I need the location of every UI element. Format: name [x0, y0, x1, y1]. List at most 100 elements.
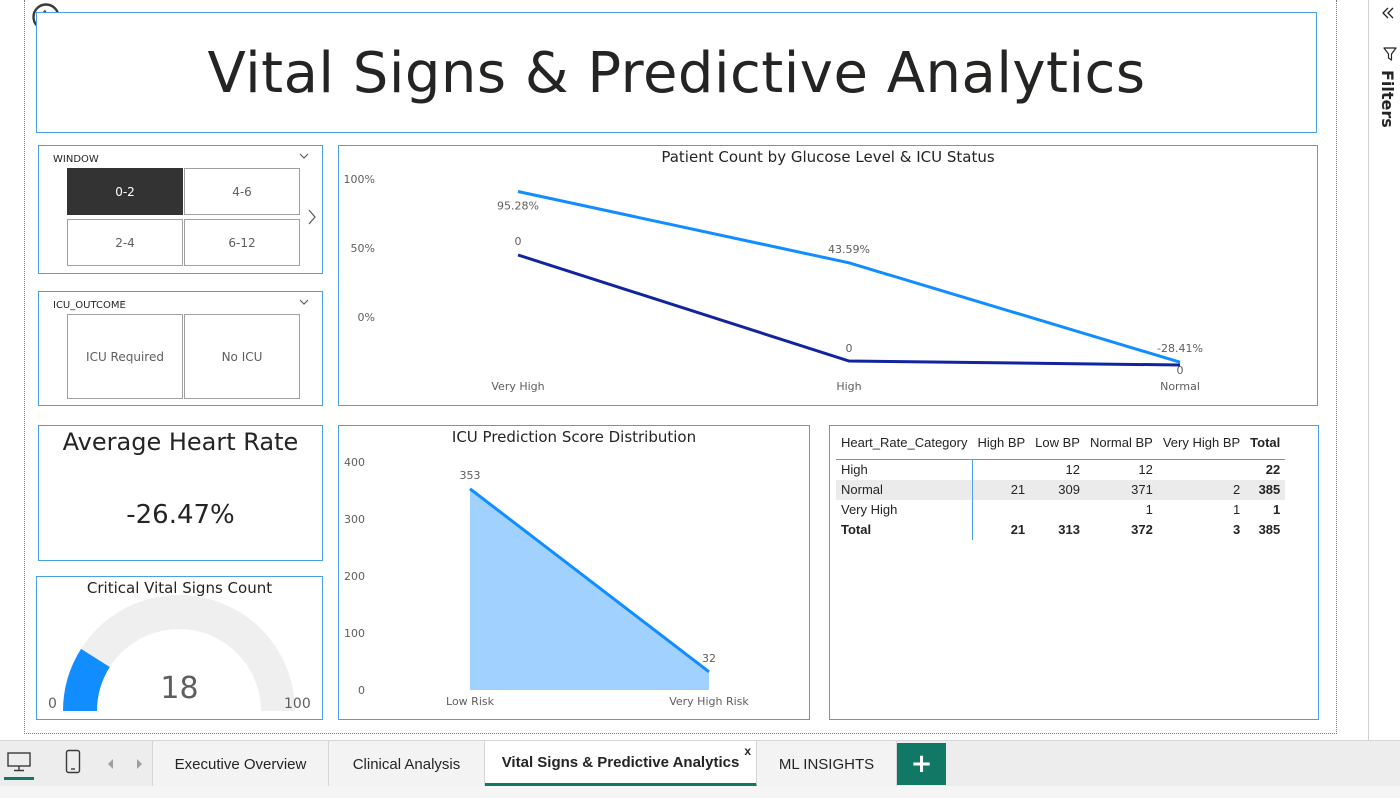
y-tick-label: 200	[344, 570, 365, 583]
matrix-cell: 313	[1058, 522, 1080, 537]
tab-executive-overview[interactable]: Executive Overview	[153, 741, 329, 787]
gauge-max-label: 100	[284, 696, 311, 712]
matrix-cell: 21	[972, 479, 1031, 500]
matrix-row-header: Total	[836, 519, 973, 540]
matrix-row-header: High	[836, 459, 973, 480]
matrix-col-header[interactable]: Very High BP	[1162, 435, 1241, 450]
matrix-total-row: Total 21 313 372 3 385	[836, 519, 1285, 540]
x-tick-label: Normal	[1160, 380, 1200, 393]
window-tile-6-12[interactable]: 6-12	[184, 219, 300, 266]
filter-funnel-icon	[1383, 47, 1397, 61]
desktop-view-indicator	[4, 777, 34, 780]
y-tick-label: 50%	[351, 242, 375, 255]
area-chart-plot: 400 300 200 100 0 353 32 Low Risk Very High Risk	[344, 456, 749, 708]
x-tick-label: Low Risk	[446, 695, 495, 708]
card-title: Average Heart Rate	[62, 428, 299, 456]
matrix-cell: 371	[1084, 479, 1158, 500]
y-tick-label: 300	[344, 513, 365, 526]
matrix-col-header[interactable]: Normal BP	[1089, 435, 1153, 450]
matrix-row-total: 1	[1273, 502, 1281, 517]
window-tile-4-6[interactable]: 4-6	[184, 168, 300, 215]
active-tab-label: Vital Signs & Predictive Analytics	[501, 753, 740, 771]
x-tick-label: Very High	[491, 380, 544, 393]
tab-clinical-analysis[interactable]: Clinical Analysis	[329, 741, 485, 787]
title-textbox: Vital Signs & Predictive Analytics	[36, 12, 1317, 133]
matrix-col-header[interactable]: Total	[1250, 435, 1281, 450]
matrix-header-row: Heart_Rate_Category High BP Low BP Norma…	[836, 432, 1285, 460]
y-tick-label: 100	[344, 627, 365, 640]
desktop-view-icon[interactable]	[6, 751, 32, 773]
matrix-cell	[972, 459, 1031, 480]
matrix-cell: 1	[1232, 502, 1241, 517]
matrix-cell: 309	[1030, 479, 1085, 500]
data-label-dark: 0	[846, 342, 853, 355]
report-canvas	[24, 0, 1337, 734]
y-tick-label: 400	[344, 456, 365, 469]
previous-page-icon[interactable]	[106, 758, 116, 770]
matrix-cell: 372	[1131, 522, 1153, 537]
area-chart-title: ICU Prediction Score Distribution	[451, 428, 697, 446]
gauge-plot	[63, 595, 295, 711]
matrix-row-total: 385	[1245, 479, 1286, 500]
gauge-fill	[63, 648, 110, 711]
mobile-view-icon[interactable]	[64, 749, 82, 775]
matrix-row-total: 22	[1245, 459, 1286, 480]
tab-ml-insights[interactable]: ML INSIGHTS	[757, 741, 897, 787]
icu-outcome-slicer: ICU_OUTCOME ICU Required No ICU	[38, 291, 323, 406]
area-line	[469, 487, 710, 673]
gauge-min-label: 0	[48, 696, 57, 712]
avg-heart-rate-card[interactable]: Average Heart Rate -26.47%	[38, 425, 323, 561]
no-icu-tile[interactable]: No ICU	[184, 314, 300, 399]
page-title: Vital Signs & Predictive Analytics	[207, 41, 1146, 106]
chevron-down-icon[interactable]	[298, 150, 310, 162]
gauge-value: 18	[160, 671, 199, 706]
page-tab-bar: Executive Overview Clinical Analysis Vit…	[0, 740, 1400, 787]
window-slicer-header: WINDOW	[53, 154, 99, 165]
matrix-col-header[interactable]: Low BP	[1035, 435, 1080, 450]
series-line-dark	[517, 253, 1181, 367]
y-tick-label: 0%	[358, 311, 375, 324]
matrix-row: High 12 12 22	[836, 459, 1286, 480]
close-tab-icon[interactable]: x	[744, 744, 751, 758]
matrix-row: Very High 1 1 1	[836, 499, 1285, 520]
tab-divider	[152, 741, 153, 787]
window-tile-0-2[interactable]: 0-2	[67, 168, 183, 215]
matrix-cell: 2	[1157, 479, 1246, 500]
matrix-row-header: Normal	[836, 479, 973, 500]
icu-required-tile[interactable]: ICU Required	[67, 314, 183, 399]
window-tile-2-4[interactable]: 2-4	[67, 219, 183, 266]
data-label-light: 43.59%	[828, 243, 870, 256]
matrix-cell: 12	[1030, 459, 1085, 480]
expand-filters-icon[interactable]	[1381, 6, 1395, 20]
next-page-icon[interactable]	[134, 758, 144, 770]
gauge-track	[63, 595, 295, 711]
matrix-col-header[interactable]: High BP	[977, 435, 1026, 450]
icu-prediction-area-chart[interactable]: ICU Prediction Score Distribution 400 300…	[338, 425, 810, 720]
x-tick-label: Very High Risk	[669, 695, 749, 708]
heart-rate-bp-matrix[interactable]: Heart_Rate_Category High BP Low BP Norma…	[829, 425, 1319, 720]
matrix-row-header: Very High	[836, 499, 973, 520]
matrix-col-header[interactable]: Heart_Rate_Category	[841, 435, 968, 450]
status-bar	[0, 786, 1400, 798]
matrix-cell: 21	[1010, 522, 1026, 537]
line-chart-plot: 100% 50% 0% Very High High Normal 95.28% 43.59%…	[344, 173, 1203, 393]
data-label-light: -28.41%	[1157, 342, 1203, 355]
matrix-row: Normal 21 309 371 2 385	[836, 479, 1286, 500]
critical-vitals-gauge[interactable]: Critical Vital Signs Count 18 0 100	[36, 576, 323, 720]
chevron-down-icon[interactable]	[298, 296, 310, 308]
glucose-icu-line-chart[interactable]: Patient Count by Glucose Level & ICU Sta…	[338, 145, 1318, 406]
icu-outcome-slicer-header: ICU_OUTCOME	[53, 300, 126, 311]
x-tick-label: High	[836, 380, 861, 393]
data-label: 32	[702, 652, 716, 665]
matrix-cell	[972, 500, 1030, 520]
add-page-button[interactable]: +	[897, 743, 946, 785]
filters-label[interactable]: Filters	[1378, 70, 1397, 128]
data-label-dark: 0	[515, 235, 522, 248]
card-value: -26.47%	[126, 500, 235, 530]
chevron-right-icon[interactable]	[306, 208, 318, 226]
data-label: 353	[460, 469, 481, 482]
matrix-cell: 12	[1084, 459, 1158, 480]
matrix-cell	[1030, 500, 1085, 520]
tab-vital-signs-predictive-analytics[interactable]: Vital Signs & Predictive Analytics x	[485, 741, 757, 787]
y-tick-label: 100%	[344, 173, 375, 186]
